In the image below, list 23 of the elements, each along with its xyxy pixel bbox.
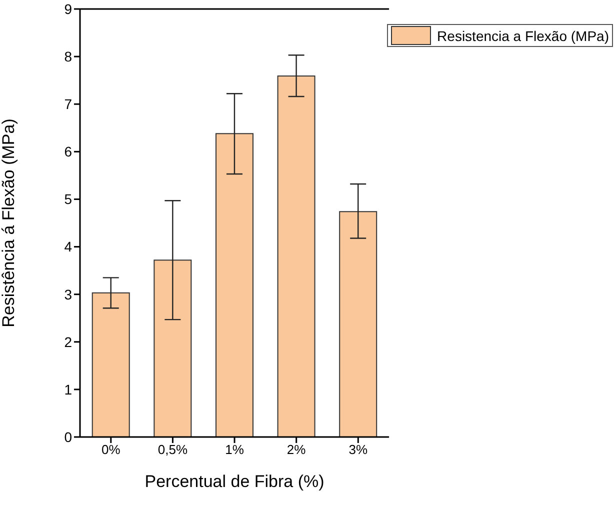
y-tick-label: 1: [64, 381, 72, 398]
x-tick-label: 2%: [286, 442, 306, 458]
y-tick-label: 2: [64, 334, 72, 350]
y-tick-label: 0: [64, 428, 72, 445]
y-tick-label: 7: [64, 96, 72, 112]
x-tick-label: 0,5%: [158, 442, 188, 458]
bar: [277, 76, 316, 437]
y-axis-title: Resistência á Flexão (MPa): [0, 118, 18, 328]
x-tick-label: 3%: [348, 442, 368, 458]
y-tick-label: 5: [64, 191, 72, 208]
x-axis-title: Percentual de Fibra (%): [144, 472, 324, 491]
y-tick-label: 6: [64, 144, 72, 160]
bar: [215, 133, 254, 437]
legend-label: Resistencia a Flexão (MPa): [437, 26, 609, 44]
x-tick-label: 1%: [225, 442, 244, 458]
x-tick-label: 0%: [102, 442, 121, 458]
bar: [154, 260, 192, 437]
y-tick-label: 4: [64, 238, 72, 255]
y-tick-label: 3: [64, 286, 72, 302]
bar: [339, 211, 378, 437]
y-tick-label: 9: [64, 0, 72, 17]
bar: [92, 292, 130, 437]
y-tick-label: 8: [64, 48, 72, 65]
